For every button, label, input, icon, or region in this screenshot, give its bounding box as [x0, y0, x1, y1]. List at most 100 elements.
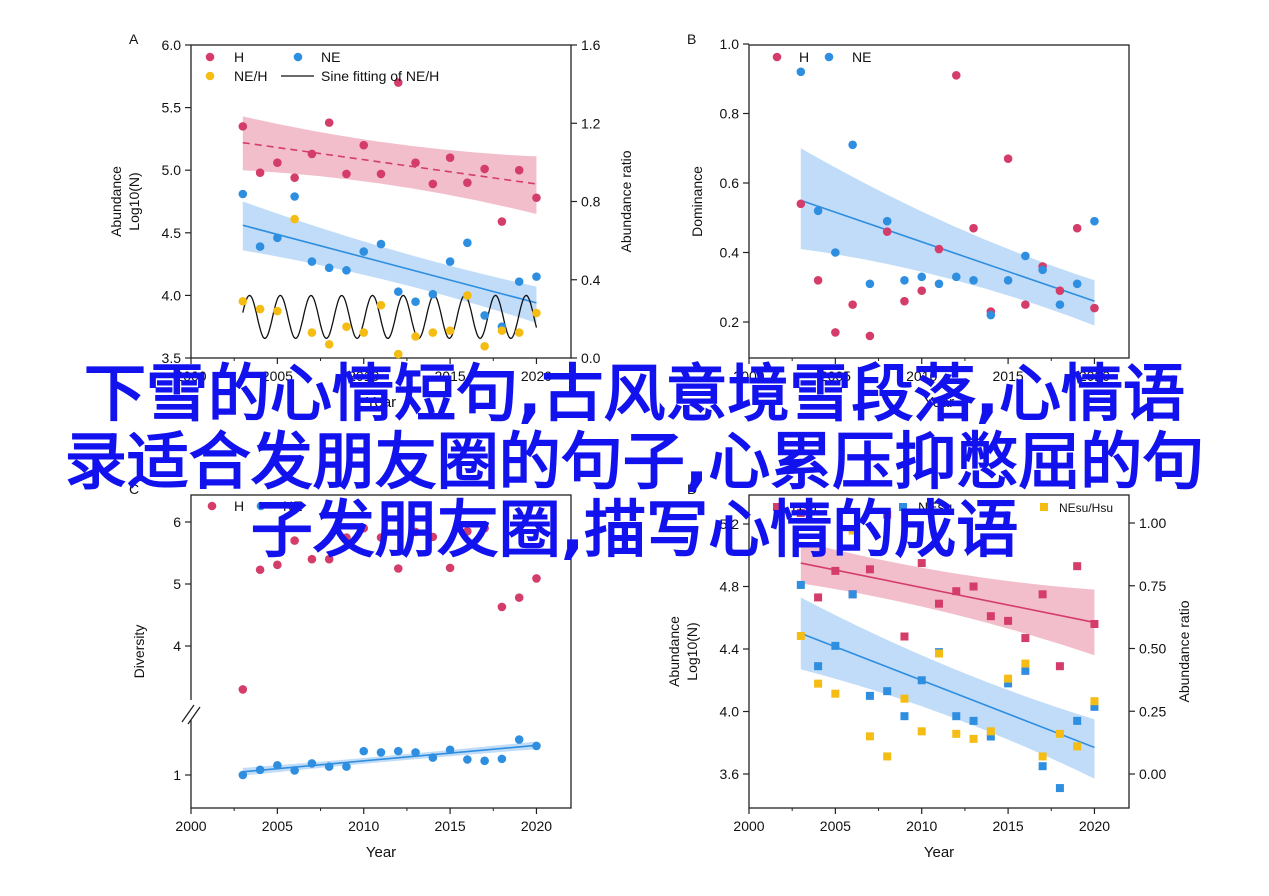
legend-label: H [234, 498, 244, 514]
data-point [900, 276, 909, 285]
data-point [969, 223, 978, 233]
plot-frame [748, 494, 1130, 809]
data-point [514, 277, 524, 286]
x-tick-label: 2010 [348, 368, 379, 384]
x-tick-label: 2010 [906, 818, 937, 834]
data-point [986, 727, 995, 736]
data-point [969, 582, 978, 591]
data-point [1021, 300, 1030, 309]
y-tick-label: 6.0 [162, 37, 182, 53]
data-point [342, 533, 351, 542]
data-point [376, 169, 386, 179]
data-point [1055, 729, 1064, 738]
y2-tick-label: 0.8 [581, 194, 601, 210]
data-point [255, 765, 265, 775]
x-tick-label: 2020 [1079, 368, 1110, 384]
data-point [1003, 154, 1013, 163]
data-point [900, 632, 909, 641]
data-point [1038, 265, 1047, 275]
y-tick-label: 0.2 [720, 314, 740, 330]
data-point [532, 308, 541, 318]
data-point [273, 560, 282, 570]
legend-marker [205, 52, 215, 62]
y-axis-label: Dominance [689, 166, 705, 237]
panel-a: A 2000 2005 2010 2015 2020 Year 3.5 4.0 4.5 5.0 5.5… [108, 31, 634, 411]
y-tick-label: 3.6 [720, 766, 740, 782]
overlay-line-2: 录适合发朋友圈的句子,心累压抑憋屈的句 [64, 425, 1205, 498]
y-axis-label: Log10(N) [126, 172, 142, 230]
data-point [935, 649, 943, 658]
data-point [342, 762, 351, 771]
data-point [900, 694, 909, 703]
data-point [900, 296, 909, 306]
data-point [1038, 590, 1047, 599]
data-point [917, 727, 926, 736]
panel-label: D [687, 481, 697, 497]
y2-tick-label: 0.4 [581, 272, 601, 288]
x-tick-label: 2000 [175, 368, 206, 384]
data-point [883, 510, 892, 519]
data-point [883, 752, 892, 761]
data-point [376, 300, 386, 310]
axis-break-mark [181, 704, 195, 723]
legend: H NE [207, 498, 302, 514]
legend-label: NEsu/Hsu [1059, 501, 1113, 515]
data-point [359, 140, 369, 150]
y-tick-label: 4.0 [162, 287, 182, 303]
data-point [497, 217, 507, 226]
data-point [1003, 276, 1013, 285]
x-tick-label: 2020 [1079, 818, 1110, 834]
panel-label: A [129, 31, 139, 47]
data-point [411, 158, 420, 167]
data-point [480, 341, 489, 351]
data-point [238, 122, 248, 131]
data-point [514, 165, 524, 175]
confidence-band-hsu [800, 541, 1095, 656]
legend-label: Sine fitting of NE/H [321, 68, 439, 84]
data-point [376, 748, 386, 757]
data-point [497, 602, 507, 612]
data-point [1090, 620, 1099, 628]
x-tick-label: 2020 [521, 818, 552, 834]
x-axis-label: Year [924, 844, 954, 861]
data-point [1072, 223, 1082, 233]
data-point [514, 328, 524, 337]
legend-label: NE [852, 49, 871, 65]
y-tick-label: 1 [173, 767, 181, 783]
confidence-band-ne [242, 201, 537, 323]
y-tick-label: 0.4 [720, 245, 740, 261]
data-point [428, 179, 438, 189]
data-point [813, 276, 823, 285]
data-point [324, 118, 334, 127]
data-point [1073, 742, 1082, 751]
y-axis-label: Abundance [666, 616, 682, 687]
data-point [1055, 286, 1065, 296]
data-point [831, 248, 840, 257]
data-point [445, 153, 455, 162]
legend: H NE [772, 49, 871, 65]
data-point [463, 291, 472, 300]
data-point [255, 304, 265, 314]
data-point [342, 322, 351, 332]
data-point [865, 691, 874, 700]
data-point [290, 214, 299, 224]
data-point [428, 289, 438, 299]
legend-marker [772, 52, 782, 62]
data-point [796, 67, 806, 77]
data-point [865, 732, 874, 741]
data-point [831, 689, 840, 698]
data-point [480, 756, 489, 766]
y2-tick-label: 0.75 [1139, 578, 1166, 594]
legend-marker [293, 52, 303, 62]
data-point [532, 272, 541, 281]
data-point [255, 565, 265, 575]
legend-label: NE [321, 49, 340, 65]
data-point [463, 527, 472, 536]
data-point [238, 296, 248, 306]
data-point [848, 526, 857, 535]
data-point [411, 332, 420, 341]
data-point [324, 340, 334, 349]
data-point [1090, 702, 1099, 711]
data-point [900, 712, 909, 721]
data-point [342, 266, 351, 275]
